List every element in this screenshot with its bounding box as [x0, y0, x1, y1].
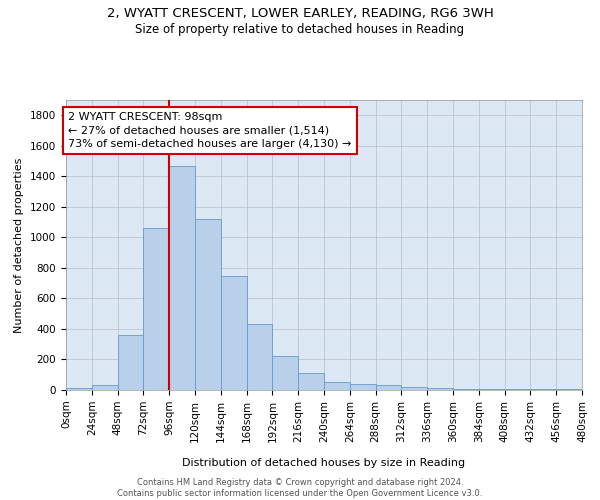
Bar — [427, 388, 453, 390]
Text: 2, WYATT CRESCENT, LOWER EARLEY, READING, RG6 3WH: 2, WYATT CRESCENT, LOWER EARLEY, READING… — [107, 8, 493, 20]
Bar — [401, 387, 427, 390]
Bar — [247, 324, 272, 390]
Bar — [453, 389, 479, 390]
Bar — [66, 388, 92, 390]
Bar — [479, 389, 505, 390]
Bar — [143, 228, 169, 390]
Text: Contains HM Land Registry data © Crown copyright and database right 2024.
Contai: Contains HM Land Registry data © Crown c… — [118, 478, 482, 498]
Bar — [324, 382, 350, 390]
Bar — [272, 356, 298, 390]
Bar — [169, 166, 195, 390]
Y-axis label: Number of detached properties: Number of detached properties — [14, 158, 25, 332]
Bar — [530, 389, 556, 390]
Bar — [505, 389, 530, 390]
Bar — [92, 384, 118, 390]
Text: 2 WYATT CRESCENT: 98sqm
← 27% of detached houses are smaller (1,514)
73% of semi: 2 WYATT CRESCENT: 98sqm ← 27% of detache… — [68, 112, 352, 148]
Bar — [118, 335, 143, 390]
Bar — [350, 384, 376, 390]
Bar — [195, 219, 221, 390]
Bar — [298, 373, 324, 390]
Text: Distribution of detached houses by size in Reading: Distribution of detached houses by size … — [182, 458, 466, 468]
Text: Size of property relative to detached houses in Reading: Size of property relative to detached ho… — [136, 22, 464, 36]
Bar — [376, 386, 401, 390]
Bar — [221, 276, 247, 390]
Bar — [556, 389, 582, 390]
